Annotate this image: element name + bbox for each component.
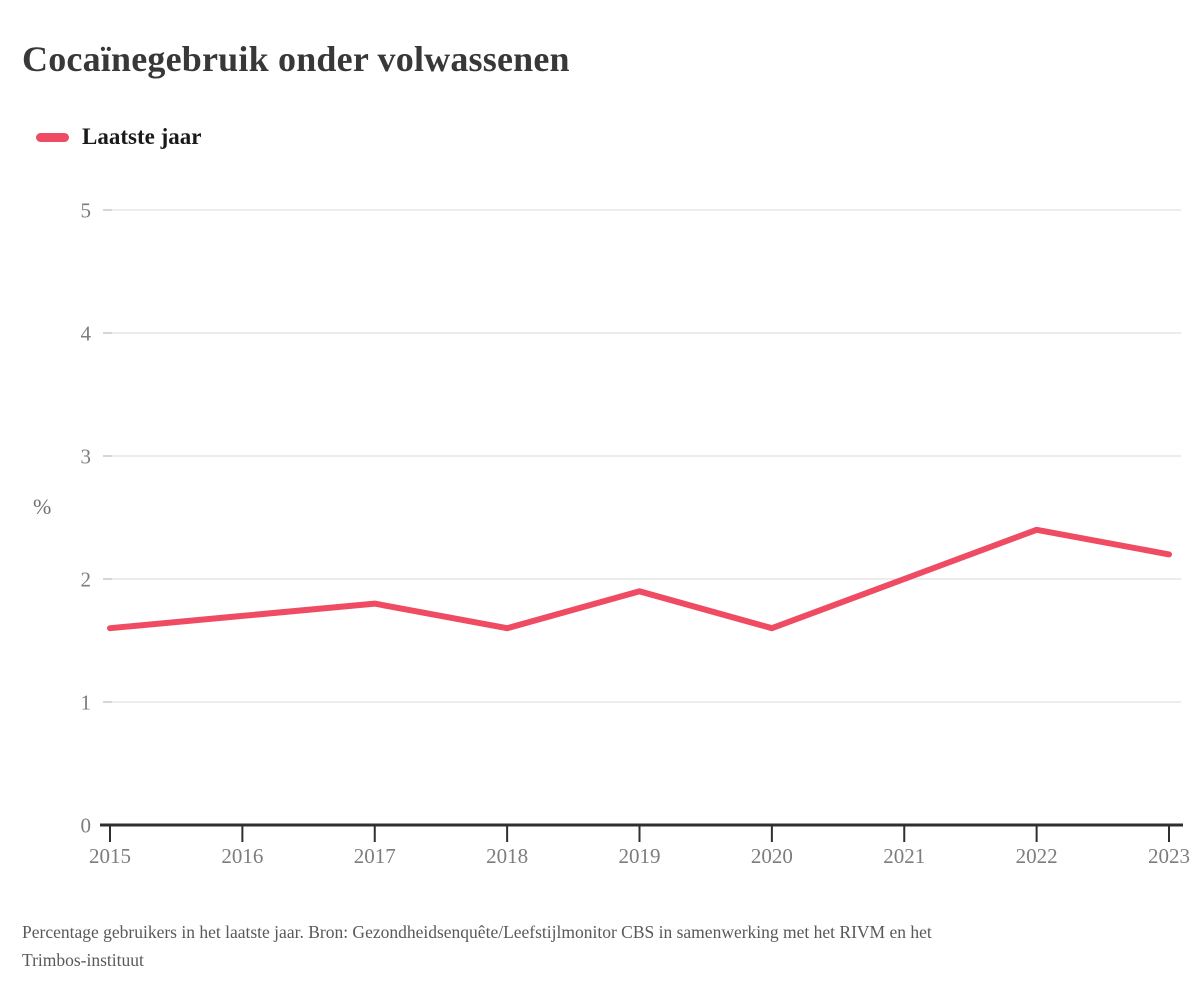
y-tick-label: 1 [81, 691, 92, 715]
x-tick-label: 2016 [221, 844, 263, 868]
series-line-laatste-jaar [107, 526, 1172, 632]
y-tick-label: 3 [81, 445, 92, 469]
x-tick-label: 2022 [1016, 844, 1058, 868]
y-tick-label: 2 [81, 568, 92, 592]
x-tick-label: 2018 [486, 844, 528, 868]
x-tick-label: 2015 [89, 844, 131, 868]
chart-title: Cocaïnegebruik onder volwassenen [22, 39, 570, 80]
x-tick-label: 2021 [883, 844, 925, 868]
legend-line-swatch-icon [36, 132, 69, 142]
x-tick-label: 2020 [751, 844, 793, 868]
y-tick-label: 5 [81, 199, 92, 223]
x-tick-label: 2023 [1148, 844, 1190, 868]
y-axis-title: % [33, 494, 52, 519]
x-tick-label: 2019 [619, 844, 661, 868]
y-tick-label: 4 [81, 322, 92, 346]
x-tick-label: 2017 [354, 844, 396, 868]
legend-item-label: Laatste jaar [82, 124, 202, 149]
chart-source-caption: Percentage gebruikers in het laatste jaa… [22, 921, 932, 970]
y-tick-label: 0 [81, 814, 92, 838]
legend-item-laatste-jaar[interactable]: Laatste jaar [36, 124, 201, 150]
legend: Laatste jaar [36, 124, 201, 150]
